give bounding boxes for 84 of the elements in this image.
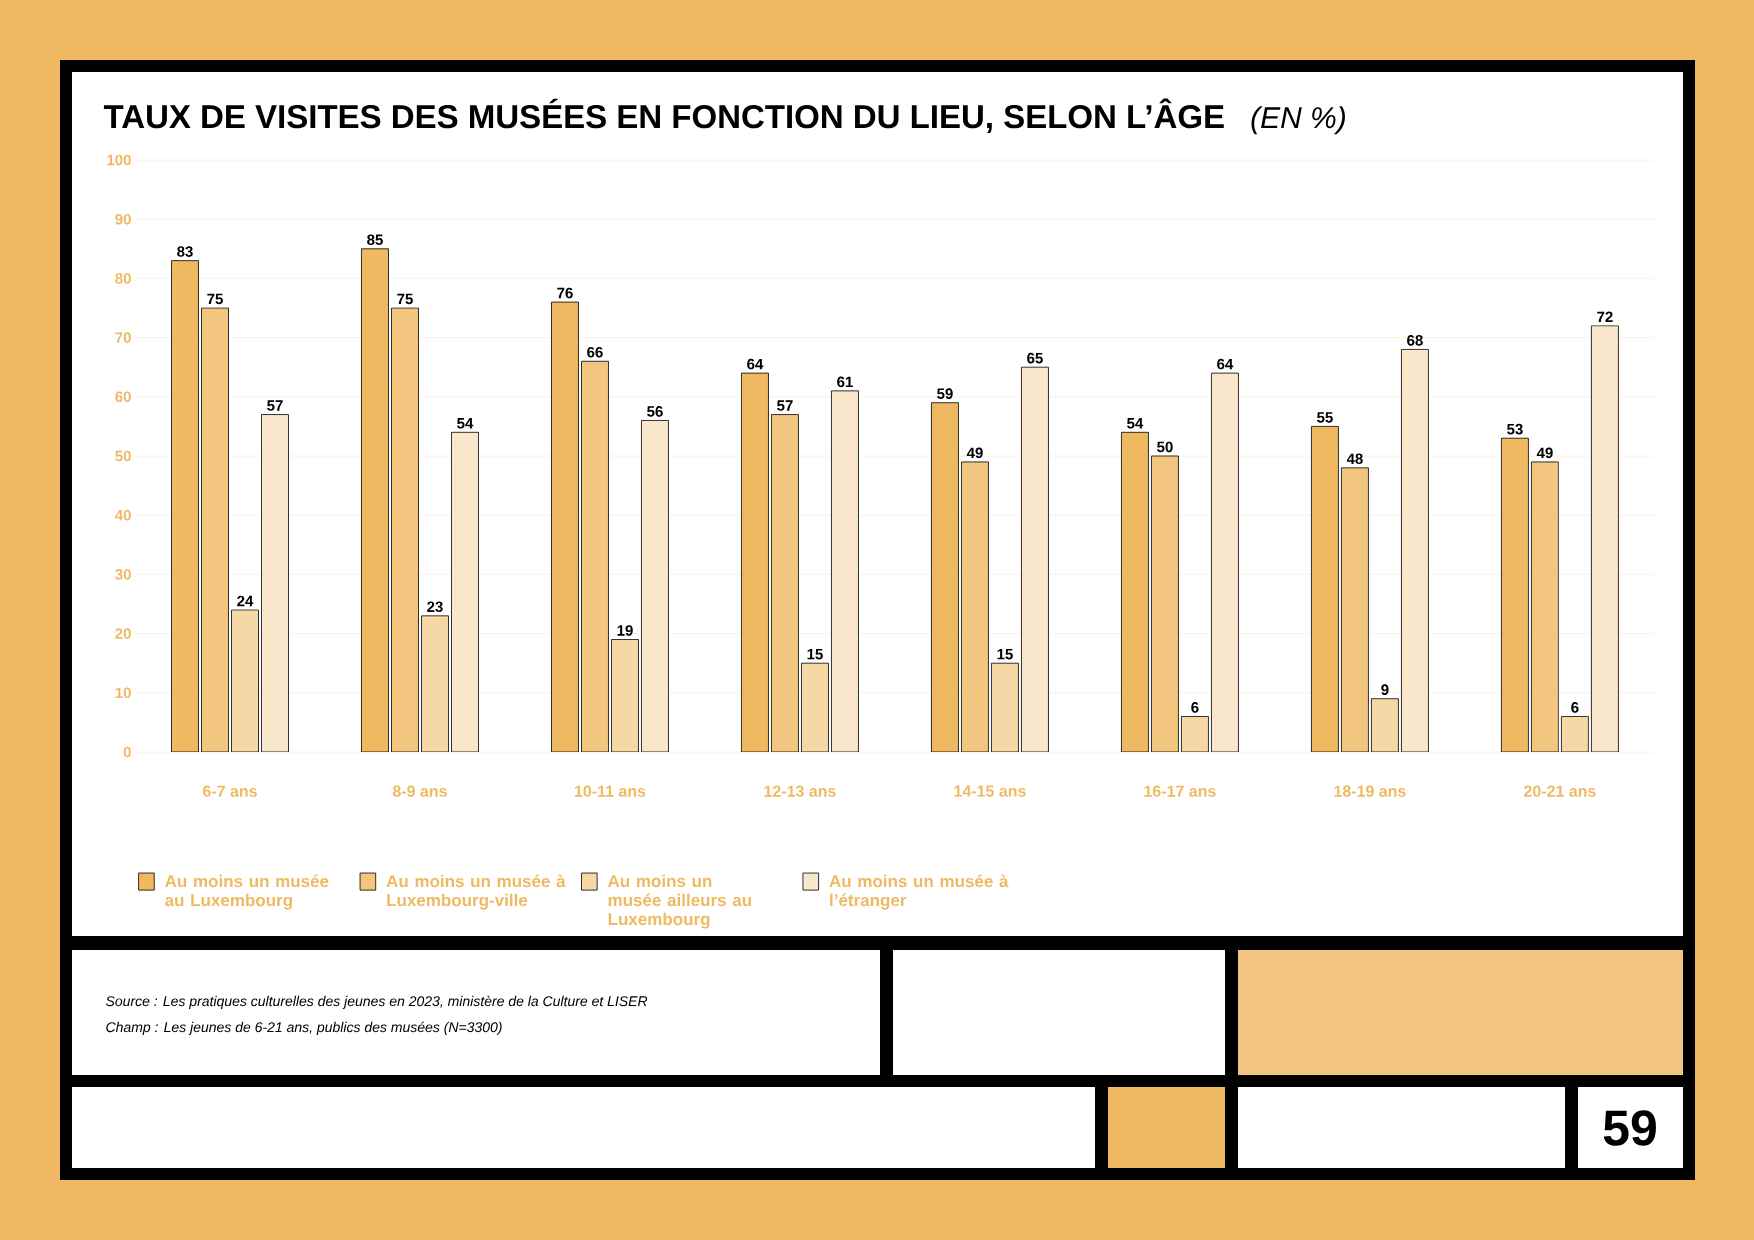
data-label: 49 [1536,447,1553,459]
bar [421,615,449,752]
data-label: 57 [267,400,283,411]
data-label: 19 [617,625,633,636]
chart-title: TAUX DE VISITES DES MUSÉES EN FONCTION DU LIEU, SELON L’ÂGE [103,98,1224,134]
data-label: 48 [1346,453,1363,465]
legend-label: Au moins un musée à Luxembourg-ville [386,874,566,910]
data-label: 64 [747,358,764,370]
data-label: 56 [647,406,663,417]
data-label: 23 [427,601,443,613]
y-tick-label: 70 [115,332,131,343]
y-tick-label: 80 [115,273,131,284]
bar [1371,698,1399,752]
data-label: 66 [587,346,603,358]
chart-subtitle: (EN %) [1251,106,1345,135]
y-tick-label: 40 [115,509,131,521]
x-tick-label: 14-15 ans [954,785,1026,797]
bar [1341,467,1369,752]
data-label: 15 [997,649,1013,660]
bar [1181,716,1209,752]
data-label: 53 [1507,423,1523,435]
text: Champ : Les jeunes de 6-21 ans, publics des musées (N=3300) [106,1021,502,1035]
source-note: Source : Les pratiques culturelles des jeunes en 2023, ministère de la Culture et LISER [105,995,648,1009]
bar [171,260,199,752]
bar [961,461,989,752]
data-label: 75 [397,293,413,305]
x-tick-label: 6-7 ans [203,785,257,797]
bar [361,248,389,752]
x-tick-label: 18-19 ans [1334,785,1406,797]
y-tick-label: 60 [115,391,131,403]
data-label: 15 [807,649,823,660]
y-tick-label: 30 [115,569,131,580]
data-label: 57 [777,400,793,411]
data-label: 59 [937,388,953,399]
data-label: 61 [837,376,853,388]
data-label: 75 [207,293,223,305]
bar [391,307,419,752]
data-label: 49 [966,447,983,459]
data-label: 72 [1597,311,1613,323]
data-label: 65 [1027,352,1043,364]
bar [1151,455,1179,752]
bar [1561,716,1589,752]
data-label: 6 [1571,702,1579,713]
y-tick-label: 90 [115,213,131,225]
y-tick-label: 20 [115,628,131,639]
data-label: 54 [457,418,474,429]
data-label: 76 [557,287,573,299]
legend-label: Au moins un musée à l’étranger [829,874,1009,910]
y-tick-label: 50 [115,450,131,462]
bar [1311,425,1339,752]
bar [1531,461,1559,752]
x-tick-label: 12-13 ans [764,785,836,797]
bar [231,609,259,752]
y-tick-label: 100 [107,154,131,166]
y-tick-label: 10 [115,687,131,699]
data-label: 55 [1317,412,1333,423]
x-tick-label: 10-11 ans [574,785,646,797]
bar [771,414,799,752]
data-label: 54 [1127,418,1144,429]
bar [551,301,579,752]
bar [1501,437,1529,752]
text: 59 [1603,1110,1656,1146]
data-label: 64 [1217,358,1234,370]
x-tick-label: 20-21 ans [1524,785,1596,797]
bar [1121,431,1149,752]
bar [581,360,609,752]
y-tick-label: 0 [123,746,131,758]
x-tick-label: 16-17 ans [1144,785,1216,797]
x-tick-label: 8-9 ans [392,785,447,797]
bar [741,372,769,752]
data-label: 9 [1381,684,1389,695]
bar [991,662,1019,752]
data-label: 50 [1157,441,1173,453]
data-label: 85 [367,234,383,246]
legend-label: Au moins un musée au Luxembourg [165,874,329,910]
bar [931,402,959,752]
bar [611,639,639,752]
bar [201,307,229,752]
data-label: 6 [1191,702,1199,713]
data-label: 83 [177,246,193,257]
bar [801,662,829,752]
data-label: 68 [1407,335,1423,346]
data-label: 24 [237,595,254,607]
legend-label: Au moins un musée ailleurs au Luxembourg [607,874,751,929]
